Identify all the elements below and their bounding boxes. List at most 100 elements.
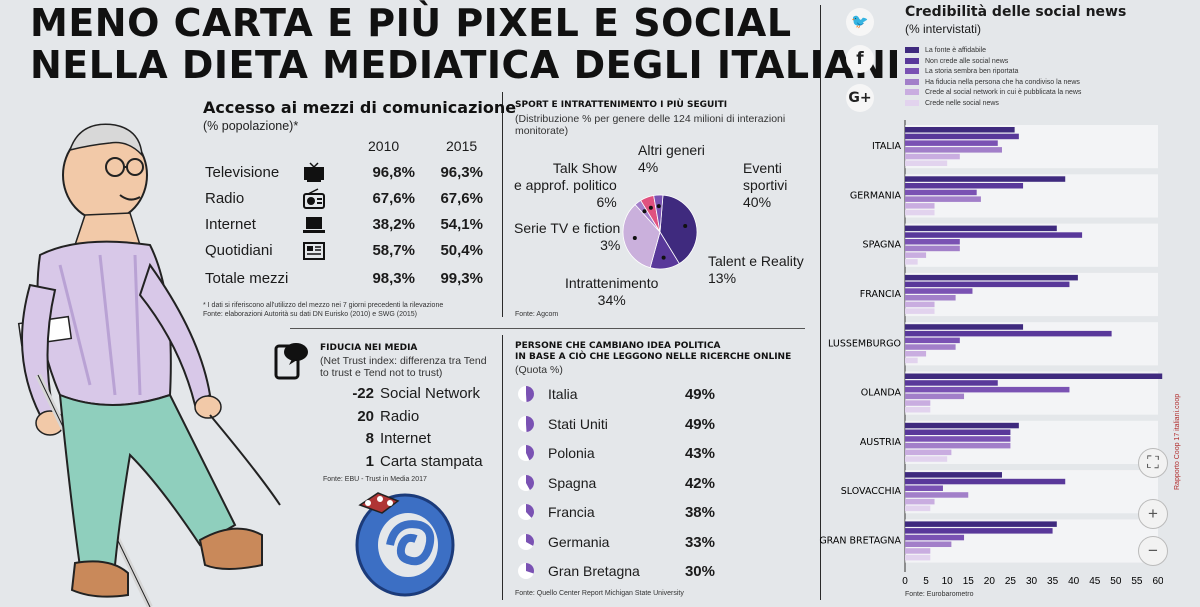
category-label: SLOVACCHIA bbox=[841, 486, 902, 497]
bar-spagna-1 bbox=[905, 232, 1083, 238]
access-row-totale: Totale mezzi 98,3% 99,3% bbox=[205, 266, 490, 292]
zoom-in-button[interactable]: + bbox=[1138, 499, 1168, 529]
bar-italia-5 bbox=[905, 160, 948, 166]
legend-item: Crede nelle social news bbox=[905, 100, 999, 109]
divider bbox=[820, 5, 821, 600]
quota-pie-icon bbox=[518, 504, 534, 520]
x-tick-label: 55 bbox=[1131, 576, 1143, 587]
access-value-2015: 96,3% bbox=[440, 164, 483, 181]
trust-item: 20 Radio bbox=[320, 408, 419, 425]
bar-gran-bretagna-3 bbox=[905, 541, 952, 547]
bar-gran-bretagna-0 bbox=[905, 521, 1057, 527]
bar-slovacchia-5 bbox=[905, 505, 931, 512]
access-value-2015: 50,4% bbox=[440, 242, 483, 259]
trust-label: Radio bbox=[380, 408, 420, 425]
pie-label-serietv: Serie TV e fiction 3% bbox=[514, 220, 621, 253]
facebook-icon[interactable]: f bbox=[846, 45, 874, 73]
legend-item: Crede al social network in cui è pubblic… bbox=[905, 89, 1081, 98]
x-tick-label: 25 bbox=[1005, 576, 1017, 587]
pie-pointer-dot bbox=[683, 223, 688, 228]
category-label: LUSSEMBURGO bbox=[828, 338, 901, 349]
zoom-out-button[interactable]: − bbox=[1138, 536, 1168, 566]
bar-olanda-5 bbox=[905, 407, 931, 413]
bar-italia-4 bbox=[905, 153, 960, 160]
access-value-2010: 67,6% bbox=[372, 190, 415, 207]
persone-row: Italia 49% bbox=[515, 383, 715, 405]
bar-austria-3 bbox=[905, 442, 1011, 449]
persone-pct: 38% bbox=[684, 504, 715, 521]
pie-slice-5 bbox=[653, 194, 664, 233]
persone-country: Gran Bretagna bbox=[548, 563, 640, 579]
bar-olanda-2 bbox=[905, 386, 1070, 393]
x-tick-label: 35 bbox=[1047, 576, 1059, 587]
bar-lussemburgo-5 bbox=[905, 357, 918, 364]
access-value-2010: 58,7% bbox=[372, 242, 415, 259]
x-tick-label: 45 bbox=[1089, 576, 1101, 587]
cred-subtitle: (% intervistati) bbox=[905, 22, 982, 36]
trust-label: Internet bbox=[380, 430, 431, 447]
bar-austria-1 bbox=[905, 429, 1011, 435]
persone-row: Polonia 43% bbox=[515, 442, 715, 464]
year-2010: 2010 bbox=[368, 138, 400, 154]
x-tick-label: 0 bbox=[902, 576, 908, 587]
persone-row: Germania 33% bbox=[515, 531, 715, 553]
quota-pie-icon bbox=[518, 415, 534, 432]
bar-gran-bretagna-4 bbox=[905, 548, 931, 554]
category-label: AUSTRIA bbox=[860, 437, 902, 448]
trust-item: -22 Social Network bbox=[320, 385, 480, 402]
persone-row: Francia 38% bbox=[515, 501, 715, 523]
quota-pie-icon bbox=[518, 445, 534, 461]
page-title-line-1: MENO CARTA E PIÙ PIXEL E SOCIAL bbox=[30, 1, 792, 45]
persone-pct: 43% bbox=[684, 445, 715, 462]
legend-item: La storia sembra ben riportata bbox=[905, 68, 1018, 77]
bar-lussemburgo-1 bbox=[905, 330, 1112, 337]
trust-value: 20 bbox=[357, 408, 374, 425]
bar-spagna-0 bbox=[905, 225, 1057, 232]
persone-country: Spagna bbox=[548, 474, 597, 491]
page-title: MENO CARTA E PIÙ PIXEL E SOCIAL NELLA DI… bbox=[30, 2, 901, 86]
persone-source: Fonte: Quello Center Report Michigan Sta… bbox=[515, 590, 684, 597]
x-tick-label: 5 bbox=[923, 576, 929, 587]
smartphone-chat-icon bbox=[274, 343, 308, 380]
x-tick-label: 60 bbox=[1152, 576, 1163, 587]
persone-pct: 33% bbox=[684, 533, 715, 551]
persone-row: Stati Uniti 49% bbox=[515, 413, 715, 435]
persone-title-1: PERSONE CHE CAMBIANO IDEA POLITICA bbox=[515, 341, 721, 351]
divider bbox=[290, 328, 805, 329]
access-row-quotidiani: Quotidiani 58,7% 50,4% bbox=[205, 238, 490, 264]
trust-value: 1 bbox=[365, 453, 374, 470]
bar-germania-1 bbox=[905, 183, 1024, 189]
bar-spagna-4 bbox=[905, 252, 927, 258]
access-value-2015: 99,3% bbox=[440, 270, 483, 287]
persone-title-2: IN BASE A CIÒ CHE LEGGONO NELLE RICERCHE… bbox=[515, 352, 792, 362]
bar-germania-2 bbox=[905, 189, 977, 196]
persone-pct: 42% bbox=[684, 474, 715, 492]
pie-pointer-dot bbox=[632, 236, 637, 241]
legend-item: La fonte è affidabile bbox=[905, 47, 986, 56]
category-label: FRANCIA bbox=[860, 289, 902, 300]
access-subtitle: (% popolazione)* bbox=[203, 119, 299, 133]
google-plus-icon[interactable]: G+ bbox=[846, 84, 874, 112]
trust-label: Social Network bbox=[380, 385, 481, 402]
fiducia-subtitle: (Net Trust index: differenza tra Tend to… bbox=[320, 355, 487, 379]
access-value-2010: 38,2% bbox=[372, 216, 415, 233]
bar-italia-3 bbox=[905, 147, 1002, 153]
pie-slice-2 bbox=[622, 204, 661, 269]
twitter-icon[interactable]: 🐦 bbox=[846, 8, 874, 36]
bar-germania-3 bbox=[905, 196, 981, 202]
access-label: Internet bbox=[205, 216, 256, 233]
trust-item: 8 Internet bbox=[320, 430, 431, 447]
sport-source: Fonte: Agcom bbox=[515, 311, 559, 318]
access-value-2015: 54,1% bbox=[440, 216, 483, 233]
bar-slovacchia-3 bbox=[905, 492, 969, 498]
pie-label-intrattenimento: Intrattenimento 34% bbox=[565, 275, 659, 308]
bar-slovacchia-1 bbox=[905, 478, 1066, 485]
access-label: Quotidiani bbox=[205, 242, 273, 259]
year-2015: 2015 bbox=[446, 138, 478, 154]
bar-austria-4 bbox=[905, 449, 952, 456]
x-tick-label: 20 bbox=[984, 576, 996, 587]
bar-slovacchia-0 bbox=[905, 472, 1002, 478]
fit-screen-button[interactable]: ⛶ bbox=[1138, 448, 1168, 478]
sport-pie-chart bbox=[622, 194, 698, 270]
bar-gran-bretagna-1 bbox=[905, 528, 1053, 534]
